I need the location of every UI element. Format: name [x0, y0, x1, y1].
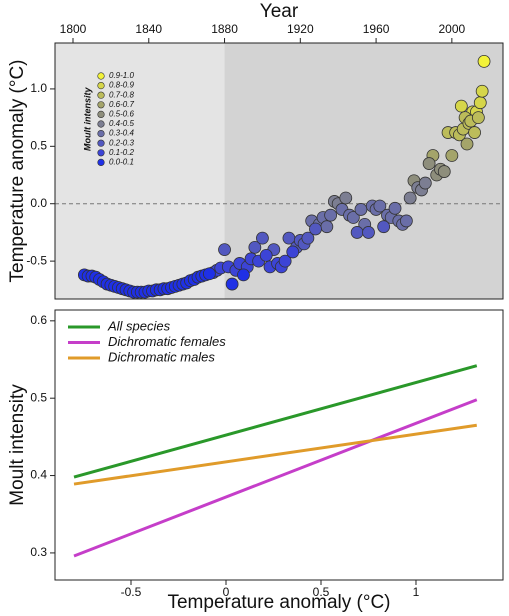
legend-label: 0.3-0.4 — [109, 129, 134, 138]
point — [399, 214, 413, 228]
point — [403, 191, 417, 205]
point — [202, 267, 216, 281]
background-early — [55, 43, 225, 299]
line — [73, 423, 477, 486]
y-tick-label: 0.3 — [30, 545, 47, 559]
legend-swatch — [97, 81, 105, 90]
line — [73, 364, 478, 479]
x-tick-label: 0.5 — [313, 585, 330, 599]
point — [320, 220, 334, 234]
y-tick-label: -0.5 — [26, 253, 47, 267]
point — [301, 231, 315, 245]
y-tick-label: 0.5 — [30, 390, 47, 404]
point — [278, 254, 292, 268]
legend-label: 0.7-0.8 — [109, 90, 134, 99]
plot-frame — [54, 309, 504, 581]
legend-label: 0.9-1.0 — [109, 71, 134, 80]
point — [324, 208, 338, 222]
point — [471, 111, 485, 125]
legend-swatch — [97, 101, 105, 109]
point — [225, 277, 239, 291]
point — [237, 268, 250, 282]
x-tick-label: -0.5 — [121, 585, 142, 599]
legend-label: 0.8-0.9 — [109, 81, 134, 90]
point — [468, 126, 481, 139]
line — [73, 398, 478, 558]
y-tick-label: 0.4 — [30, 468, 47, 482]
legend-swatch — [97, 72, 105, 80]
x-tick-label: 1800 — [60, 22, 87, 36]
plot-frame — [54, 42, 504, 300]
point — [362, 226, 375, 239]
legend-title: Moult intensity — [82, 86, 92, 150]
legend-swatch — [97, 91, 105, 99]
bottom-x-title: Temperature anomaly (°C) — [167, 592, 390, 613]
point — [218, 243, 231, 257]
y-tick-label: 0.0 — [30, 196, 47, 210]
x-tick-label: 1920 — [287, 22, 314, 36]
top-y-title: Temperature anomaly (°C) — [7, 59, 28, 282]
point — [437, 165, 451, 178]
legend-swatch — [97, 149, 105, 157]
point — [346, 211, 360, 224]
point — [454, 99, 468, 113]
legend-swatch — [97, 139, 105, 147]
y-tick-label: 1.0 — [30, 81, 47, 95]
point — [388, 201, 402, 215]
point — [422, 157, 436, 170]
x-tick-label: 1960 — [363, 22, 390, 36]
point — [259, 248, 273, 262]
legend-swatch — [97, 158, 105, 166]
point — [460, 137, 474, 151]
x-tick-label: 2000 — [439, 22, 466, 36]
legend-label: 0.1-0.2 — [109, 148, 134, 157]
x-tick-label: 0 — [223, 585, 230, 599]
top-x-title: Year — [260, 1, 299, 22]
point — [477, 54, 491, 68]
legend-label: All species — [107, 318, 171, 333]
point — [475, 84, 489, 98]
y-tick-label: 0.6 — [30, 313, 47, 327]
x-tick-label: 1880 — [211, 22, 238, 36]
legend-swatch — [97, 130, 105, 138]
point — [377, 220, 391, 234]
point — [256, 231, 269, 245]
point — [286, 245, 300, 259]
legend-label: Dichromatic males — [108, 349, 215, 364]
legend-label: 0.2-0.3 — [109, 138, 134, 147]
point — [445, 149, 459, 162]
x-tick-label: 1840 — [135, 22, 162, 36]
point — [248, 240, 262, 254]
legend-label: 0.4-0.5 — [109, 119, 134, 128]
legend-swatch — [97, 120, 105, 128]
point — [309, 222, 322, 236]
point — [339, 191, 353, 205]
legend-swatch — [97, 110, 105, 118]
legend-label: Dichromatic females — [108, 334, 226, 349]
point — [473, 96, 487, 110]
point — [350, 226, 364, 239]
legend-label: 0.0-0.1 — [109, 158, 134, 167]
bottom-y-title: Moult intensity — [7, 384, 28, 506]
point — [373, 199, 387, 213]
point — [418, 176, 432, 190]
y-tick-label: 0.5 — [30, 138, 47, 152]
legend-label: 0.6-0.7 — [109, 100, 134, 109]
legend-label: 0.5-0.6 — [109, 110, 134, 119]
point — [354, 203, 368, 216]
x-tick-label: 1 — [413, 585, 420, 599]
